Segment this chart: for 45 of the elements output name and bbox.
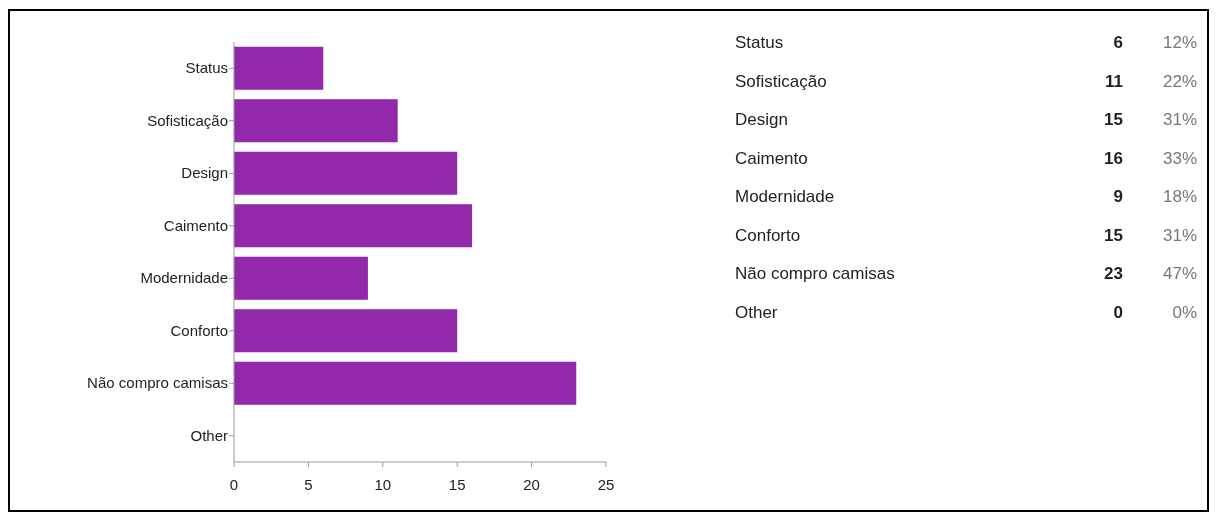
y-tick-label: Caimento xyxy=(163,216,228,234)
bar xyxy=(234,309,458,353)
data-label: 9 xyxy=(1113,187,1123,206)
data-label: 18% xyxy=(1162,187,1197,206)
data-label: 6 xyxy=(1113,33,1123,52)
y-tick-label: Other xyxy=(190,426,228,444)
data-label: 22% xyxy=(1162,71,1197,91)
category-label: Caimento xyxy=(735,148,808,168)
data-label: 23 xyxy=(1104,264,1123,283)
category-label: Não compro camisas xyxy=(735,264,895,283)
y-tick-label: Status xyxy=(185,59,228,77)
x-tick-label: 0 xyxy=(229,476,239,493)
data-label: 15 xyxy=(1104,110,1123,129)
category-label: Conforto xyxy=(735,225,801,245)
data-label: 12% xyxy=(1162,33,1197,52)
data-label: 31% xyxy=(1162,225,1197,245)
category-label: Design xyxy=(735,110,788,129)
y-tick-label: Conforto xyxy=(170,321,228,339)
bar xyxy=(234,151,458,195)
category-label: Status xyxy=(735,33,784,52)
bar xyxy=(234,361,577,405)
bar xyxy=(234,46,324,90)
y-tick-label: Design xyxy=(181,164,228,182)
category-label: Sofisticação xyxy=(735,71,827,91)
data-label: 31% xyxy=(1162,110,1197,129)
bar xyxy=(234,99,398,143)
y-tick-label: Não compro camisas xyxy=(87,374,228,392)
data-label: 11 xyxy=(1105,71,1123,91)
data-label: 0% xyxy=(1172,302,1197,322)
y-tick-label: Sofisticação xyxy=(147,111,228,129)
data-label: 47% xyxy=(1162,264,1197,283)
data-label: 33% xyxy=(1162,148,1197,168)
y-tick-label: Modernidade xyxy=(140,269,228,287)
bar xyxy=(234,256,368,300)
x-tick-label: 25 xyxy=(597,476,615,493)
x-tick-label: 15 xyxy=(448,476,466,493)
data-label: 0 xyxy=(1113,302,1123,322)
data-label: 15 xyxy=(1104,225,1123,245)
data-label: 16 xyxy=(1104,148,1123,168)
bar xyxy=(234,204,473,248)
x-tick-label: 10 xyxy=(374,476,392,493)
category-label: Other xyxy=(735,302,778,322)
category-label: Modernidade xyxy=(735,187,835,206)
x-tick-label: 5 xyxy=(304,476,313,493)
x-tick-label: 20 xyxy=(523,476,540,493)
